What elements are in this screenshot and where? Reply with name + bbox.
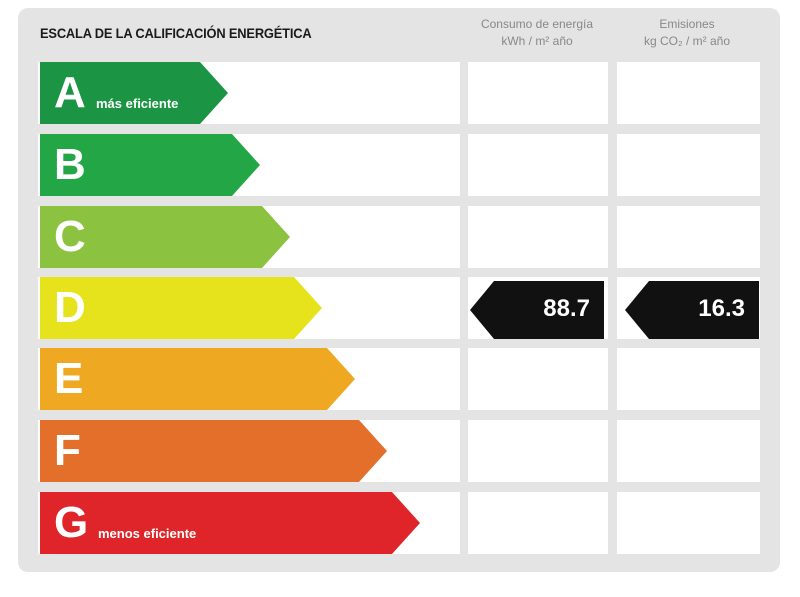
arrow-shape-icon [40,62,228,124]
consumo-header: Consumo de energía kWh / m² año [462,16,612,50]
arrow-shape-icon [40,134,260,196]
consumo-header-title: Consumo de energía [480,17,594,31]
emisiones-cell [617,62,760,124]
consumo-cell [468,420,608,482]
arrow-shape-icon [40,492,420,554]
arrow-shape-icon [40,420,387,482]
arrow-shape-icon [40,277,322,339]
rating-letter: F [54,426,81,475]
rating-bar-c: C [40,206,290,268]
emisiones-value: 16.3 [698,295,745,322]
consumo-cell [468,62,608,124]
emisiones-value-marker: 16.3 [625,281,759,339]
emisiones-header: Emisiones kg CO₂ / m² año [612,16,762,50]
emisiones-cell [617,134,760,196]
black-arrow-icon [470,281,604,339]
rating-bar-a: A más eficiente [40,62,228,124]
consumo-value-marker: 88.7 [470,281,604,339]
rating-bar-g: G menos eficiente [40,492,420,554]
black-arrow-icon [625,281,759,339]
consumo-cell [468,492,608,554]
rating-letter: G [54,498,89,547]
emisiones-header-title: Emisiones [659,17,715,31]
arrow-shape-icon [40,348,355,410]
emisiones-cell [617,492,760,554]
rating-letter: E [54,354,84,403]
consumo-cell [468,206,608,268]
emisiones-header-unit: kg CO₂ / m² año [643,34,730,48]
rating-letter: A [54,68,86,117]
consumo-header-unit: kWh / m² año [501,34,573,48]
rating-letter: C [54,212,86,261]
rating-bar-b: B [40,134,260,196]
emisiones-cell [617,420,760,482]
arrow-shape-icon [40,206,290,268]
label-title: ESCALA DE LA CALIFICACIÓN ENERGÉTICA [40,25,312,41]
rating-letter: D [54,283,86,332]
emisiones-cell [617,206,760,268]
rating-bar-f: F [40,420,387,482]
watermark: habitaclia [330,282,440,312]
consumo-cell [468,348,608,410]
consumo-cell [468,134,608,196]
rating-bar-d: D [40,277,322,339]
rating-letter: B [54,140,86,189]
consumo-value: 88.7 [543,295,590,322]
rating-subtitle: más eficiente [96,96,179,111]
rating-bar-e: E [40,348,355,410]
emisiones-cell [617,348,760,410]
rating-subtitle: menos eficiente [98,526,197,541]
